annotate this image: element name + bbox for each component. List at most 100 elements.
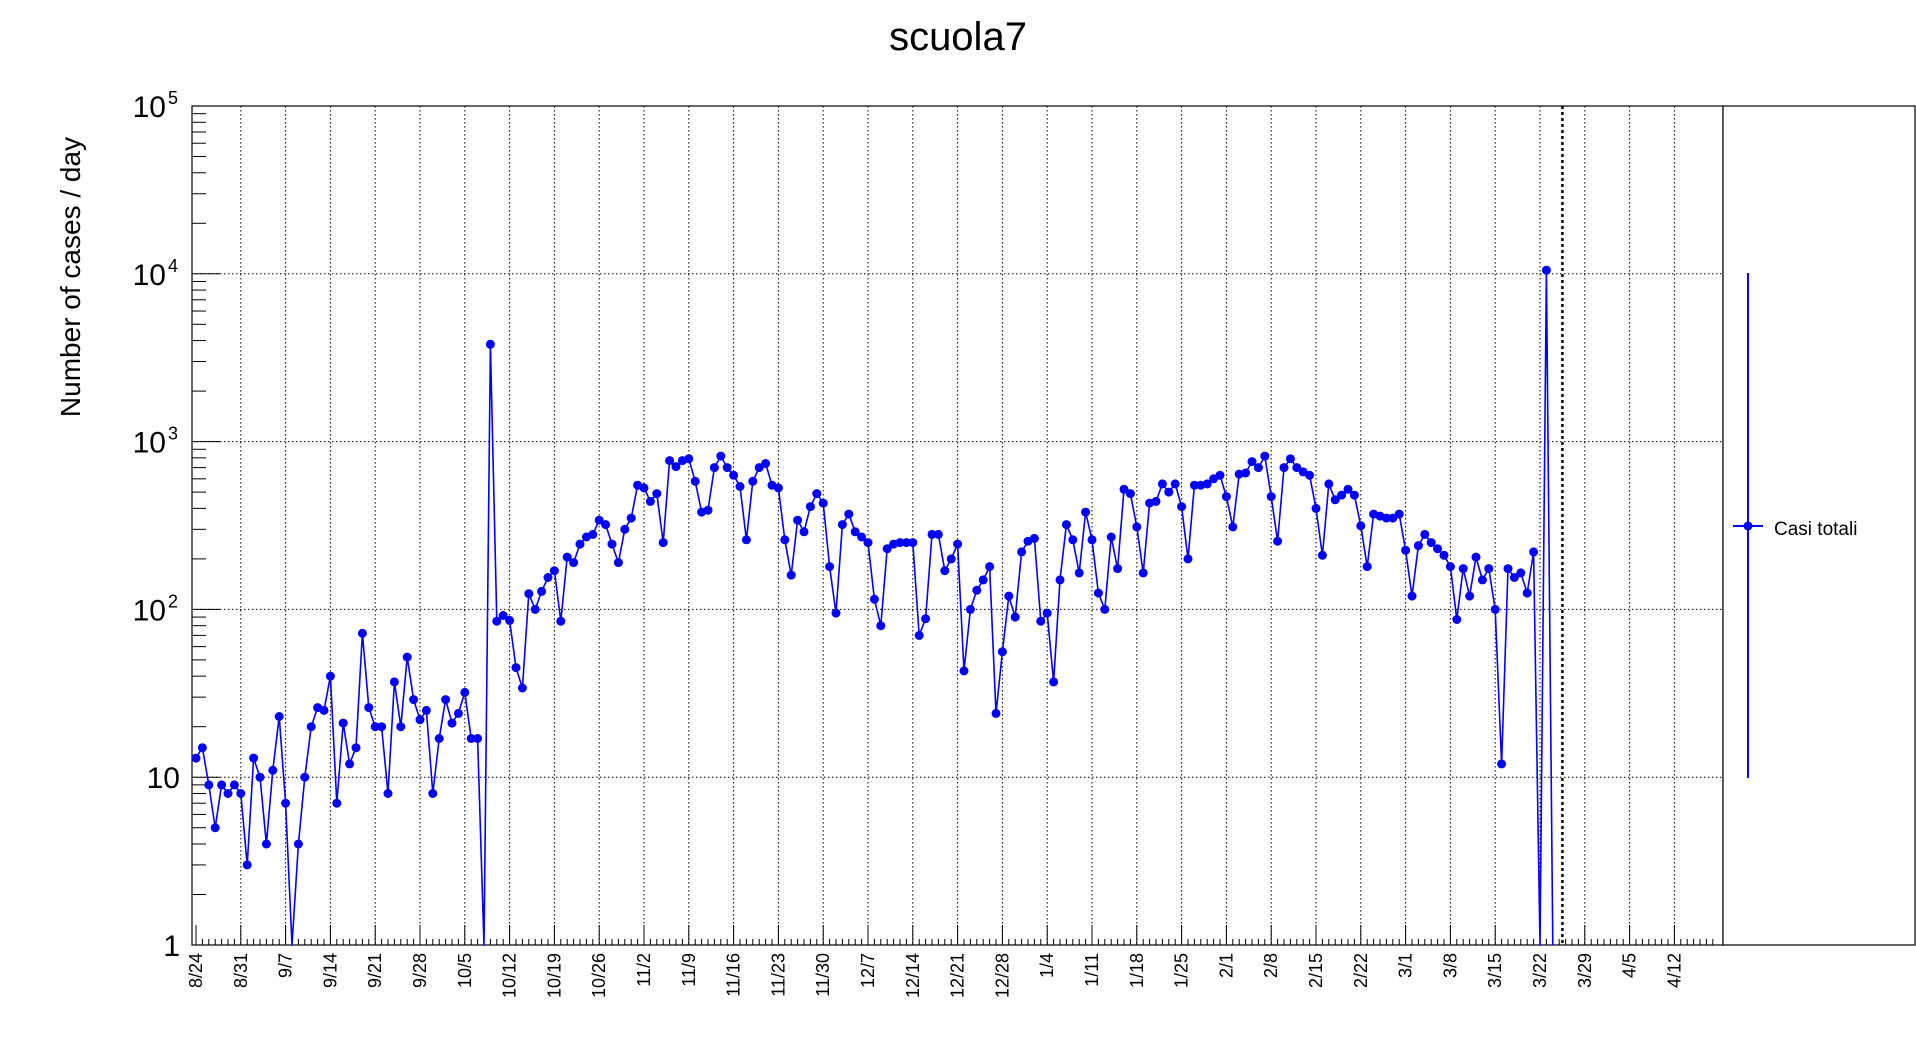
data-point — [1401, 545, 1411, 555]
data-point — [569, 558, 579, 568]
data-point — [1093, 588, 1103, 598]
data-point — [1433, 544, 1443, 554]
data-point — [716, 451, 726, 461]
data-point — [1017, 547, 1027, 557]
data-point — [729, 470, 739, 480]
data-point — [1241, 468, 1251, 478]
data-point — [1106, 532, 1116, 542]
data-point — [396, 722, 406, 732]
x-tick-label: 12/14 — [903, 953, 923, 998]
data-point — [511, 663, 521, 673]
data-point — [1215, 470, 1225, 480]
data-point — [594, 515, 604, 525]
data-point — [421, 705, 431, 715]
y-axis-label: Number of cases / day — [55, 137, 86, 417]
x-tick-label: 2/15 — [1306, 953, 1326, 988]
data-point — [300, 772, 310, 782]
y-tick-label: 1 — [163, 930, 180, 963]
data-point — [409, 695, 419, 705]
data-point — [933, 529, 943, 539]
data-point — [1260, 451, 1270, 461]
data-point — [799, 527, 809, 537]
data-point — [1202, 479, 1212, 489]
data-point — [498, 611, 508, 620]
data-point — [959, 666, 969, 676]
y-tick-label: 10 — [133, 91, 166, 124]
data-point — [1516, 568, 1526, 578]
data-point — [293, 839, 303, 849]
x-axis: 8/24 8/31 9/7 9/14 9/21 9/28 10/5 10/12 10/19 10/… — [186, 925, 1714, 998]
x-tick-label: 4/5 — [1620, 953, 1640, 978]
data-point — [357, 628, 367, 638]
data-point — [1484, 564, 1494, 574]
data-point — [1029, 533, 1039, 543]
data-point — [921, 614, 931, 624]
data-point — [914, 630, 924, 640]
data-point — [1445, 562, 1455, 572]
data-point — [1285, 454, 1295, 464]
data-point — [1407, 591, 1417, 601]
x-tick-label: 11/2 — [634, 953, 654, 987]
data-point — [1042, 608, 1052, 618]
data-point — [242, 860, 252, 870]
data-point — [805, 502, 815, 512]
data-point — [1151, 496, 1161, 506]
data-point — [1049, 677, 1059, 687]
data-point — [1343, 484, 1353, 494]
legend-marker — [1743, 521, 1753, 531]
data-point — [626, 513, 636, 523]
data-point — [1439, 550, 1449, 560]
data-point — [1100, 604, 1110, 614]
data-point — [1349, 490, 1359, 500]
data-point — [1420, 529, 1430, 539]
data-point — [722, 463, 732, 473]
chart-title: scuola7 — [889, 15, 1027, 59]
data-point — [223, 789, 233, 798]
data-point — [530, 604, 540, 614]
data-point — [556, 616, 566, 626]
data-point — [1381, 513, 1391, 523]
data-point — [543, 573, 553, 582]
data-point — [684, 454, 694, 464]
data-point — [658, 538, 668, 548]
data-point — [319, 705, 329, 715]
data-point — [1273, 536, 1283, 546]
data-point — [1125, 489, 1135, 499]
data-point — [460, 687, 470, 697]
x-tick-label: 12/21 — [948, 953, 968, 998]
x-tick-label: 1/4 — [1037, 953, 1057, 978]
x-tick-label: 10/5 — [455, 953, 475, 988]
data-point — [1522, 588, 1532, 598]
data-point — [620, 524, 630, 534]
data-point — [709, 463, 719, 473]
data-point — [1452, 615, 1462, 624]
data-point — [1189, 480, 1199, 490]
data-point — [991, 708, 1001, 718]
data-point — [748, 476, 758, 486]
data-point — [1394, 509, 1404, 519]
data-point — [652, 489, 662, 499]
data-point — [191, 753, 201, 763]
x-tick-label: 1/25 — [1172, 953, 1192, 988]
data-point — [1509, 573, 1519, 582]
data-point — [869, 594, 879, 604]
data-point — [428, 789, 438, 798]
data-point — [1228, 522, 1238, 532]
x-tick-label: 9/7 — [276, 953, 296, 978]
data-point — [1081, 507, 1091, 517]
data-point — [1087, 535, 1097, 545]
data-point — [965, 604, 975, 614]
grid-lines — [192, 106, 1723, 945]
data-point — [1426, 538, 1436, 548]
x-tick-label: 3/29 — [1575, 953, 1595, 988]
data-point — [997, 647, 1007, 657]
data-point — [1170, 479, 1180, 489]
data-point — [1061, 520, 1071, 530]
data-point — [197, 743, 207, 753]
data-point — [978, 575, 988, 585]
data-point — [268, 765, 278, 775]
data-point — [972, 585, 982, 595]
data-point — [741, 535, 751, 545]
